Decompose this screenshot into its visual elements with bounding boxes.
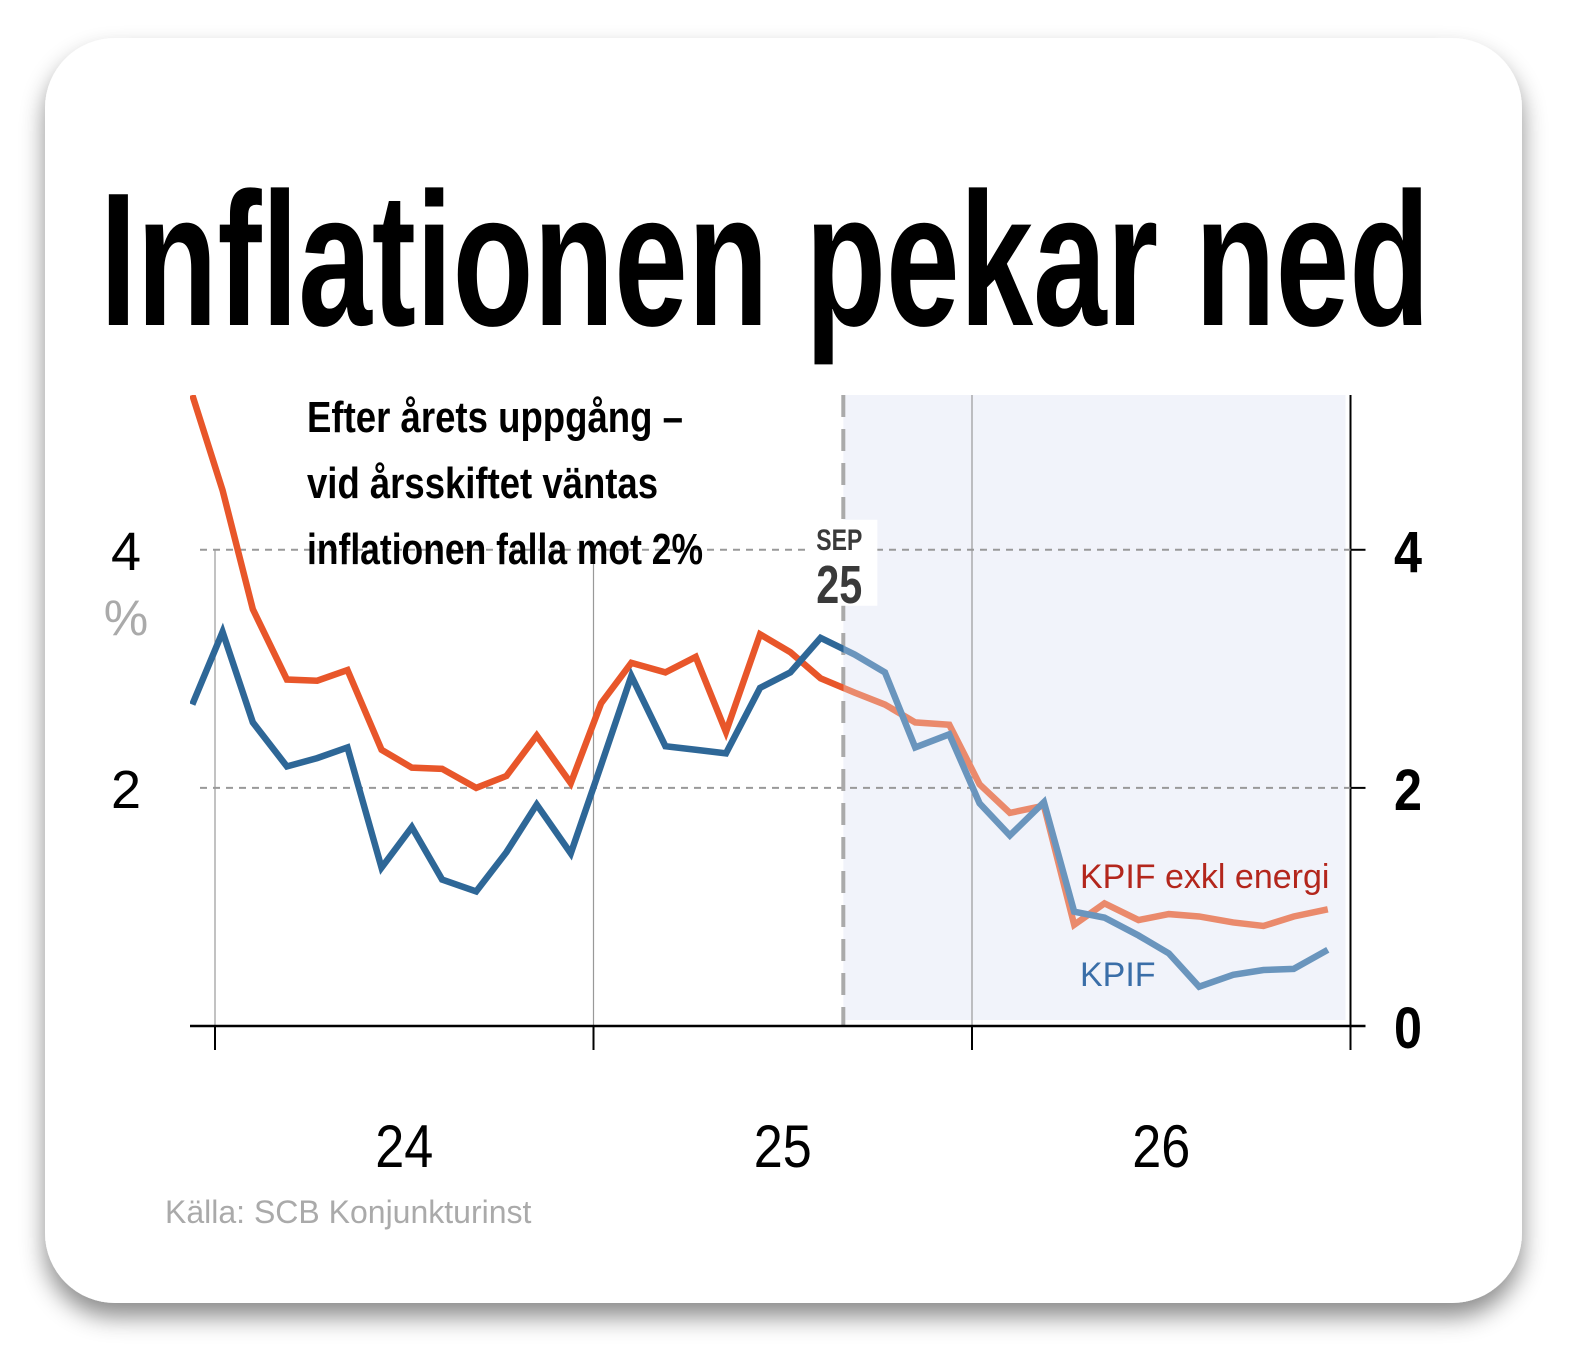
y-tick-label: 2	[1394, 758, 1422, 823]
x-tick-label: 26	[1132, 1113, 1190, 1180]
annotation: Efter årets uppgång –	[307, 393, 683, 442]
forecast-label: 25	[816, 555, 862, 615]
series-layer	[190, 395, 1330, 991]
series-label: KPIF	[1080, 956, 1156, 994]
forecast-label: SEP	[816, 524, 862, 557]
y-tick-label: 4	[1394, 520, 1422, 585]
y-tick-label: 4	[111, 522, 141, 582]
x-tick-label: 25	[754, 1113, 812, 1180]
chart-title: Inflationen pekar ned	[100, 154, 1430, 366]
y-unit: %	[104, 590, 148, 646]
series-line	[190, 395, 1329, 931]
y-tick-label: 2	[111, 760, 141, 820]
forecast-label-bg	[809, 519, 878, 606]
series-line	[190, 622, 1330, 991]
annotation: vid årsskiftet väntas	[307, 459, 658, 508]
series-label: KPIF exkl energi	[1080, 858, 1329, 896]
annotation: inflationen falla mot 2%	[307, 525, 703, 574]
y-tick-label: 0	[1394, 996, 1422, 1061]
source: Källa: SCB Konjunkturinst	[165, 1194, 532, 1230]
x-tick-label: 24	[375, 1113, 433, 1180]
